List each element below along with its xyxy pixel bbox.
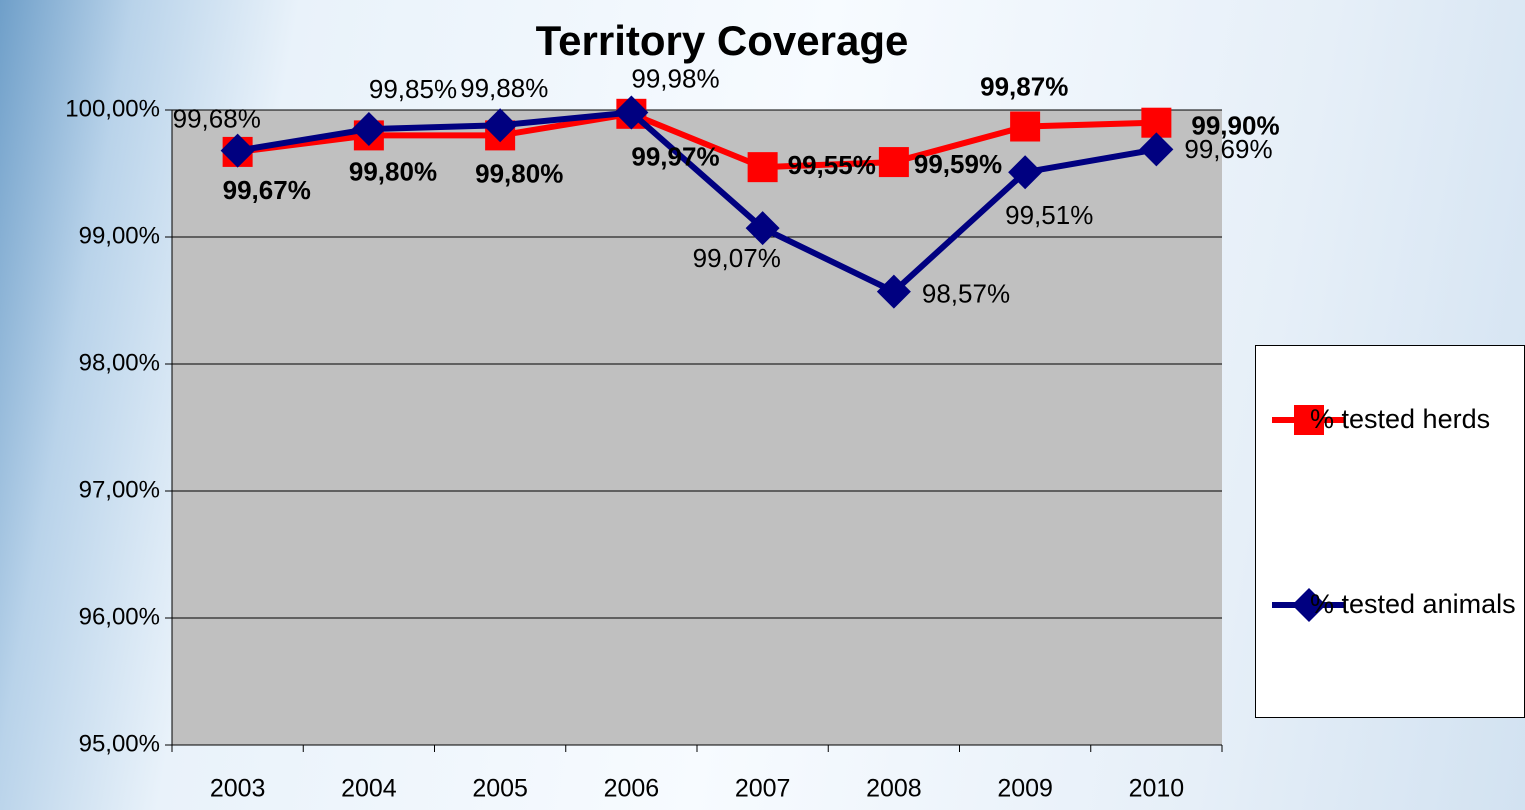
y-tick-label: 100,00% <box>65 95 160 122</box>
y-tick-label: 98,00% <box>79 349 160 376</box>
x-tick-label: 2009 <box>997 775 1053 803</box>
y-tick-label: 97,00% <box>79 476 160 503</box>
marker <box>483 108 518 143</box>
data-label: 99,98% <box>631 63 719 93</box>
data-label: 99,85% <box>369 74 457 104</box>
data-label: 99,67% <box>223 175 311 205</box>
x-tick-label: 2005 <box>472 775 528 803</box>
x-tick-label: 2003 <box>210 775 266 803</box>
marker <box>1139 132 1174 167</box>
data-label: 99,87% <box>980 71 1068 101</box>
marker <box>351 112 386 147</box>
data-label: 99,97% <box>631 142 719 172</box>
legend-label: % tested animals <box>1310 589 1516 619</box>
legend-label: % tested herds <box>1310 404 1491 434</box>
marker <box>220 133 255 168</box>
legend-marker <box>1292 588 1326 622</box>
x-tick-label: 2007 <box>735 775 791 803</box>
y-tick-label: 96,00% <box>79 603 160 630</box>
chart-title: Territory Coverage <box>536 17 909 64</box>
marker <box>1008 155 1043 190</box>
data-label: 99,80% <box>349 156 437 186</box>
plot-area <box>172 110 1222 745</box>
data-label: 99,55% <box>788 150 876 180</box>
y-tick-label: 95,00% <box>79 730 160 757</box>
data-label: 99,59% <box>914 149 1002 179</box>
data-label: 99,90% <box>1191 111 1279 141</box>
x-tick-label: 2006 <box>604 775 660 803</box>
data-label: 99,69% <box>1184 134 1272 164</box>
marker <box>1010 111 1041 142</box>
marker <box>614 95 649 130</box>
marker <box>876 274 911 309</box>
data-label: 99,80% <box>475 158 563 188</box>
x-tick-label: 2004 <box>341 775 397 803</box>
marker <box>878 147 909 178</box>
series-line <box>237 109 1157 295</box>
data-label: 98,57% <box>922 278 1010 308</box>
x-tick-label: 2010 <box>1129 775 1185 803</box>
legend-marker <box>1294 405 1324 435</box>
data-label: 99,51% <box>1005 200 1093 230</box>
marker <box>745 211 780 246</box>
series-line <box>237 110 1157 171</box>
data-label: 99,88% <box>460 73 548 103</box>
marker <box>747 152 778 183</box>
y-tick-label: 99,00% <box>79 222 160 249</box>
data-label: 99,07% <box>693 243 781 273</box>
x-tick-label: 2008 <box>866 775 922 803</box>
data-label: 99,68% <box>173 104 261 134</box>
